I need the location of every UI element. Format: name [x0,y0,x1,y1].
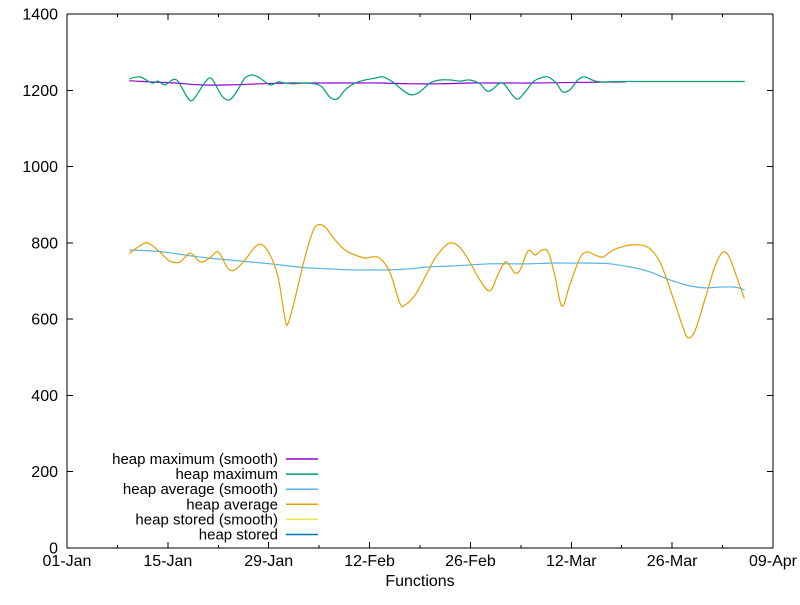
legend-label: heap stored [199,527,278,544]
legend-label: heap maximum [175,466,278,483]
x-tick-label: 29-Jan [244,553,293,570]
data-series [129,74,745,339]
x-tick-label: 26-Mar [647,553,698,570]
y-tick-label: 800 [31,235,58,252]
x-tick-label: 12-Feb [344,553,395,570]
series-line-heap-average [129,223,745,339]
y-tick-label: 0 [49,541,58,558]
x-tick-label: 15-Jan [143,553,192,570]
y-tick-label: 600 [31,312,58,329]
legend-label: heap stored (smooth) [135,511,278,528]
x-tick-label: 09-Apr [749,553,798,570]
legend-label: heap maximum (smooth) [112,451,278,468]
x-tick-label: 26-Feb [445,553,496,570]
x-tick-label: 01-Jan [43,553,92,570]
legend-label: heap average (smooth) [123,481,278,498]
x-axis-title: Functions [385,573,454,590]
series-line-heap-average-smooth- [129,249,745,291]
y-tick-label: 200 [31,464,58,481]
y-tick-label: 400 [31,388,58,405]
x-tick-label: 12-Mar [546,553,597,570]
y-tick-label: 1000 [22,159,58,176]
y-tick-label: 1400 [22,7,58,24]
y-tick-label: 1200 [22,83,58,100]
axis-ticks [66,13,774,549]
series-line-heap-maximum [129,74,745,102]
axis-tick-labels: 0 200 400 600 800 1000 1200 1400 01-Jan 15-Jan 29-… [22,7,797,571]
legend-label: heap average [186,496,278,513]
